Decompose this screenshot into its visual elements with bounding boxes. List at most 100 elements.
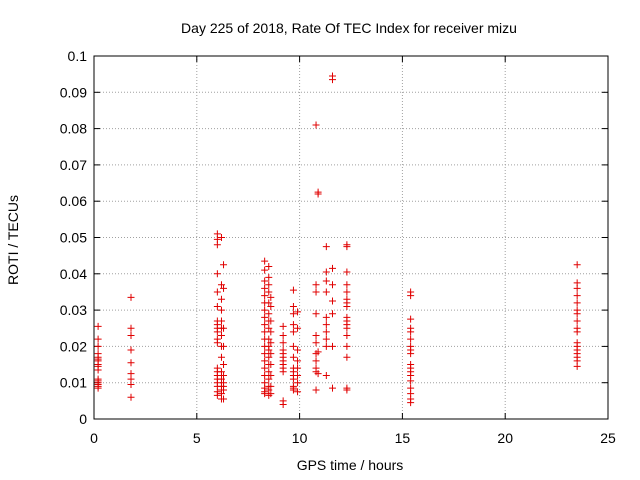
data-point	[322, 313, 330, 321]
data-point	[573, 362, 581, 370]
x-tick-label: 10	[292, 430, 308, 446]
data-point	[213, 339, 221, 347]
data-point	[573, 292, 581, 300]
data-point	[343, 302, 351, 310]
data-point	[573, 261, 581, 269]
data-point	[289, 310, 297, 318]
data-point	[289, 353, 297, 361]
data-point	[217, 295, 225, 303]
data-point	[267, 390, 275, 398]
data-point	[407, 399, 415, 407]
data-point	[279, 332, 287, 340]
data-point	[267, 302, 275, 310]
data-point	[322, 371, 330, 379]
data-point	[265, 273, 273, 281]
data-point	[328, 76, 336, 84]
x-tick-label: 5	[193, 430, 201, 446]
data-point	[217, 368, 225, 376]
data-point	[573, 328, 581, 336]
data-point	[217, 375, 225, 383]
data-point	[261, 277, 269, 285]
data-point	[343, 281, 351, 289]
data-point	[312, 386, 320, 394]
data-point	[343, 268, 351, 276]
data-point	[322, 288, 330, 296]
data-point	[322, 268, 330, 276]
data-point	[261, 390, 269, 398]
data-point	[213, 328, 221, 336]
data-point	[343, 386, 351, 394]
data-point	[217, 317, 225, 325]
data-point	[343, 342, 351, 350]
data-point	[328, 281, 336, 289]
y-tick-label: 0.08	[60, 121, 87, 137]
data-point	[265, 324, 273, 332]
data-points	[94, 72, 581, 408]
data-point	[573, 310, 581, 318]
data-point	[289, 342, 297, 350]
data-point	[213, 288, 221, 296]
data-point	[94, 366, 102, 374]
y-tick-label: 0.01	[60, 375, 87, 391]
data-point	[127, 293, 135, 301]
data-point	[94, 322, 102, 330]
data-point	[261, 350, 269, 358]
data-point	[94, 384, 102, 392]
x-tick-label: 0	[90, 430, 98, 446]
data-point	[407, 377, 415, 385]
data-point	[322, 243, 330, 251]
x-tick-label: 20	[497, 430, 513, 446]
data-point	[220, 395, 228, 403]
data-point	[261, 284, 269, 292]
data-point	[261, 306, 269, 314]
data-point	[220, 386, 228, 394]
data-point	[261, 266, 269, 274]
data-point	[343, 332, 351, 340]
data-point	[220, 371, 228, 379]
data-point	[213, 391, 221, 399]
data-point	[322, 335, 330, 343]
data-point	[127, 393, 135, 401]
data-point	[94, 335, 102, 343]
data-point	[279, 400, 287, 408]
data-point	[312, 310, 320, 318]
data-point	[220, 261, 228, 269]
data-point	[127, 381, 135, 389]
data-point	[322, 342, 330, 350]
data-point	[265, 299, 273, 307]
data-point	[294, 324, 302, 332]
grid-lines	[94, 56, 608, 419]
data-point	[322, 321, 330, 329]
data-point	[328, 384, 336, 392]
data-point	[328, 264, 336, 272]
data-point	[407, 328, 415, 336]
y-tick-label: 0.03	[60, 302, 87, 318]
y-axis-label: ROTI / TECUs	[5, 195, 21, 285]
data-point	[267, 328, 275, 336]
data-point	[294, 364, 302, 372]
data-point	[289, 286, 297, 294]
data-point	[312, 288, 320, 296]
data-point	[220, 324, 228, 332]
data-point	[294, 379, 302, 387]
data-point	[217, 332, 225, 340]
data-point	[289, 321, 297, 329]
data-point	[312, 357, 320, 365]
data-point	[294, 388, 302, 396]
data-point	[573, 317, 581, 325]
data-point	[261, 371, 269, 379]
data-point	[217, 281, 225, 289]
data-point	[127, 324, 135, 332]
data-point	[289, 375, 297, 383]
data-point	[279, 322, 287, 330]
data-point	[294, 308, 302, 316]
data-point	[213, 302, 221, 310]
y-tick-label: 0.1	[68, 48, 88, 64]
y-tick-label: 0.06	[60, 193, 87, 209]
chart-title: Day 225 of 2018, Rate Of TEC Index for r…	[181, 20, 517, 36]
data-point	[265, 368, 273, 376]
data-point	[343, 243, 351, 251]
data-point	[279, 368, 287, 376]
data-point	[314, 190, 322, 198]
